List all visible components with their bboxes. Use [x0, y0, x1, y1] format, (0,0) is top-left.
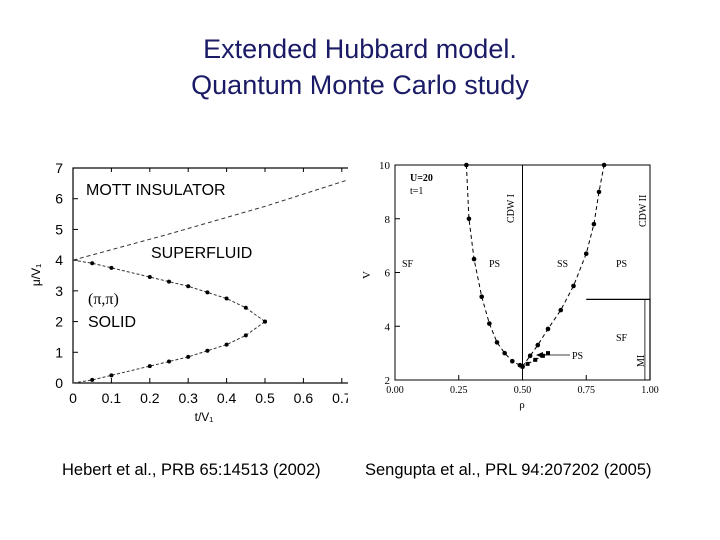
y-tick-label: 5: [55, 221, 63, 237]
data-point: [224, 342, 229, 347]
y-tick-label: 2: [55, 314, 63, 330]
region-label-ps-right: PS: [616, 259, 627, 270]
plot-frame: [72, 167, 348, 384]
y-tick-label: 4: [55, 252, 63, 268]
data-point: [147, 364, 152, 369]
y-tick-label: 4: [385, 321, 391, 333]
x-tick-label: 0.2: [140, 390, 160, 406]
region-label-solid-top: (π,π): [88, 291, 119, 308]
mi-boundary-line: [586, 298, 651, 380]
data-point-square: [546, 351, 550, 356]
data-point: [186, 284, 191, 289]
data-point-square: [533, 357, 538, 362]
x-axis-label: t/V₁: [195, 410, 214, 424]
region-label-sf-right: SF: [616, 333, 628, 344]
series-line: [522, 164, 605, 367]
series-line: [72, 179, 348, 261]
data-point: [90, 377, 95, 382]
data-point: [601, 162, 607, 168]
slide-title-line1: Extended Hubbard model.: [203, 34, 517, 64]
region-label-sf-left: SF: [402, 259, 414, 270]
region-label-solid: SOLID: [88, 314, 136, 331]
citation-right: Sengupta et al., PRL 94:207202 (2005): [365, 461, 652, 479]
x-tick-label: 0.5: [255, 390, 275, 406]
x-tick-label: 0: [69, 390, 77, 406]
data-point: [147, 275, 152, 280]
series-line: [465, 164, 523, 368]
data-point: [502, 350, 507, 356]
data-point: [90, 261, 95, 266]
data-point: [479, 294, 484, 299]
data-point: [167, 279, 171, 284]
data-point-square: [525, 361, 530, 366]
region-label-ps-left: PS: [489, 259, 500, 270]
data-point: [109, 373, 114, 378]
x-tick-label: 0.75: [578, 385, 596, 396]
citation-left: Hebert et al., PRB 65:14513 (2002): [62, 461, 321, 479]
slide-title-line2: Quantum Monte Carlo study: [191, 70, 529, 100]
data-point: [591, 221, 597, 227]
data-point: [487, 321, 492, 326]
x-tick-label: 0.00: [386, 385, 404, 396]
data-point: [263, 319, 267, 324]
x-tick-label: 0.25: [450, 385, 468, 396]
y-tick-label: 2: [385, 375, 391, 387]
phase-diagram-left: 0 1 2 3 4 5 6 7 0 0.1 0.2 0.3 0.4 0.5 0.6 0.7 MOTT INS…: [29, 160, 348, 424]
x-tick-label: 0.3: [178, 390, 198, 406]
ps-arrow-head: [536, 352, 543, 358]
region-label-superfluid: SUPERFLUID: [151, 245, 252, 262]
region-label-ss: SS: [557, 259, 568, 270]
y-tick-label: 8: [385, 214, 391, 226]
data-point: [243, 333, 248, 338]
x-tick-label: 0.1: [102, 390, 122, 406]
data-point: [167, 359, 171, 364]
data-point: [527, 353, 533, 359]
region-label-mi: MI: [636, 355, 647, 367]
y-tick-label: 6: [55, 191, 63, 207]
data-point: [471, 256, 477, 262]
data-point: [466, 216, 472, 222]
data-point: [535, 342, 541, 348]
data-point: [545, 326, 551, 332]
region-label-ps-arrow: PS: [572, 351, 583, 362]
data-point: [464, 162, 469, 168]
data-point: [510, 358, 515, 364]
data-point-square: [520, 364, 525, 369]
x-tick-label: 0.7: [332, 390, 348, 406]
x-tick-label: 0.4: [217, 390, 237, 406]
y-tick-label: 6: [385, 268, 391, 280]
legend-u: U=20: [410, 173, 433, 184]
y-tick-label: 7: [55, 160, 63, 176]
region-label-mott: MOTT INSULATOR: [86, 182, 226, 199]
data-point: [186, 354, 191, 359]
y-axis-label: μ/V₁: [29, 264, 43, 286]
y-tick-label: 0: [55, 375, 63, 391]
x-axis-label: ρ: [519, 399, 525, 411]
data-point: [243, 305, 248, 310]
y-axis-label: V: [361, 271, 373, 279]
x-tick-label: 0.50: [514, 385, 532, 396]
data-point: [224, 296, 229, 301]
x-tick-label: 1.00: [641, 385, 659, 396]
data-point: [558, 307, 564, 313]
data-point: [109, 265, 114, 270]
data-point: [596, 189, 602, 195]
region-label-cdw2: CDW II: [638, 195, 649, 227]
data-point: [494, 340, 500, 345]
data-point: [205, 290, 210, 295]
y-tick-label: 1: [55, 344, 63, 360]
data-point: [583, 251, 589, 256]
y-tick-label: 10: [379, 160, 391, 172]
y-tick-label: 3: [55, 283, 63, 299]
region-label-cdw1: CDW I: [506, 194, 517, 223]
x-tick-label: 0.6: [294, 390, 314, 406]
data-point: [571, 283, 576, 289]
data-point: [205, 348, 210, 353]
legend-t: t=1: [410, 186, 423, 197]
